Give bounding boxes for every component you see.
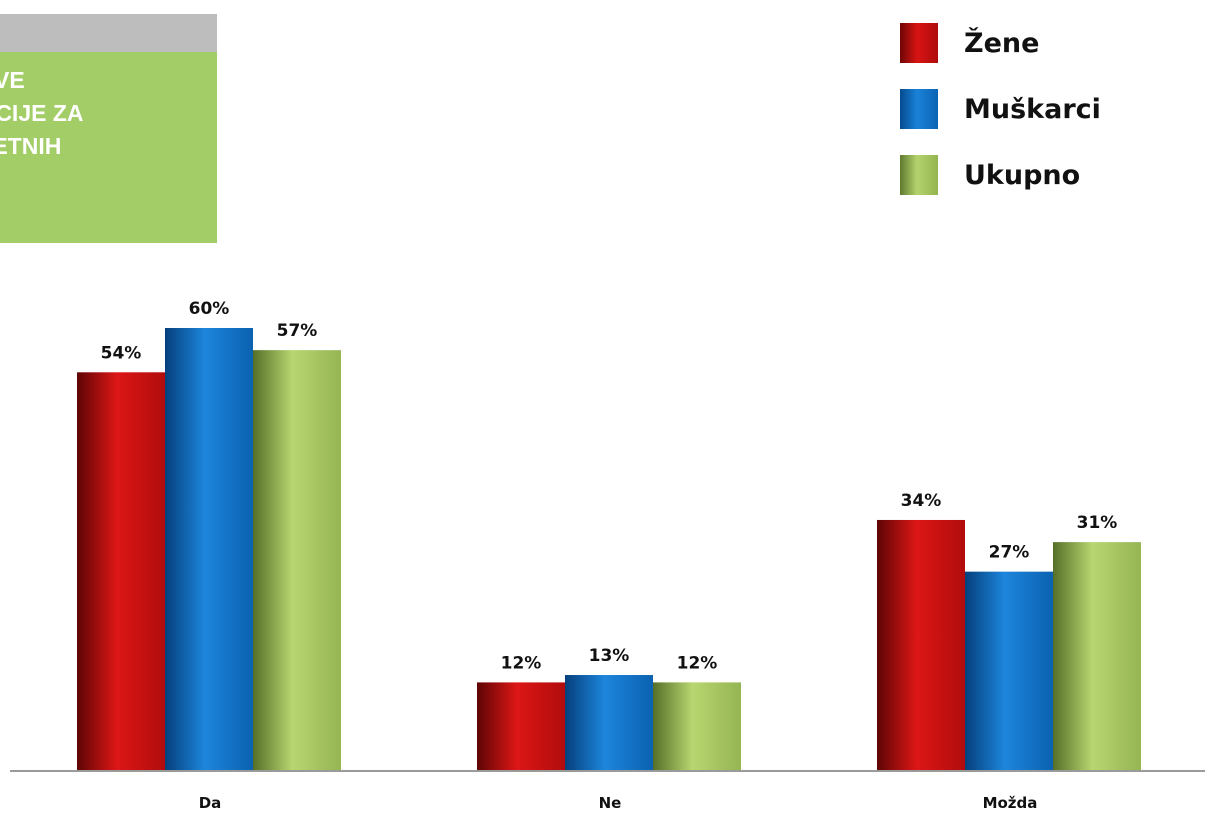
- question-box-header: [0, 14, 217, 52]
- question-box: IMAM SVE FORMACIJE ZA KVALITETNIH EDNJI.…: [0, 14, 217, 243]
- question-box-body: IMAM SVE FORMACIJE ZA KVALITETNIH EDNJI.…: [0, 52, 217, 243]
- question-text: IMAM SVE FORMACIJE ZA KVALITETNIH EDNJI.…: [0, 67, 84, 159]
- data-label-da-series-2: 57%: [277, 321, 318, 341]
- bar-možda-series-1: [965, 571, 1053, 771]
- legend-label-ukupno: Ukupno: [964, 159, 1081, 191]
- bar-da-series-2: [253, 350, 341, 771]
- bar-ne-series-1: [565, 675, 653, 771]
- legend-label-muskarci: Muškarci: [964, 93, 1101, 125]
- data-label-možda-series-0: 34%: [901, 491, 942, 511]
- data-label-ne-series-1: 13%: [589, 646, 630, 666]
- category-label-0: Da: [199, 794, 222, 812]
- bar-da-series-0: [77, 372, 165, 771]
- bar-možda-series-2: [1053, 542, 1141, 771]
- data-label-možda-series-2: 31%: [1077, 513, 1118, 533]
- data-label-ne-series-2: 12%: [677, 653, 718, 673]
- legend: Žene Muškarci Ukupno: [900, 10, 1101, 208]
- category-label-2: Možda: [983, 794, 1038, 812]
- data-label-možda-series-1: 27%: [989, 543, 1030, 563]
- legend-swatch-zene: [900, 23, 938, 63]
- legend-label-zene: Žene: [964, 27, 1040, 59]
- data-label-ne-series-0: 12%: [501, 653, 542, 673]
- bar-ne-series-0: [477, 682, 565, 771]
- legend-item-zene: Žene: [900, 10, 1101, 76]
- category-label-1: Ne: [599, 794, 622, 812]
- bar-da-series-1: [165, 328, 253, 771]
- legend-item-ukupno: Ukupno: [900, 142, 1101, 208]
- legend-swatch-ukupno: [900, 155, 938, 195]
- data-label-da-series-1: 60%: [189, 299, 230, 319]
- legend-item-muskarci: Muškarci: [900, 76, 1101, 142]
- legend-swatch-muskarci: [900, 89, 938, 129]
- bar-ne-series-2: [653, 682, 741, 771]
- data-label-da-series-0: 54%: [101, 343, 142, 363]
- bar-možda-series-0: [877, 519, 965, 771]
